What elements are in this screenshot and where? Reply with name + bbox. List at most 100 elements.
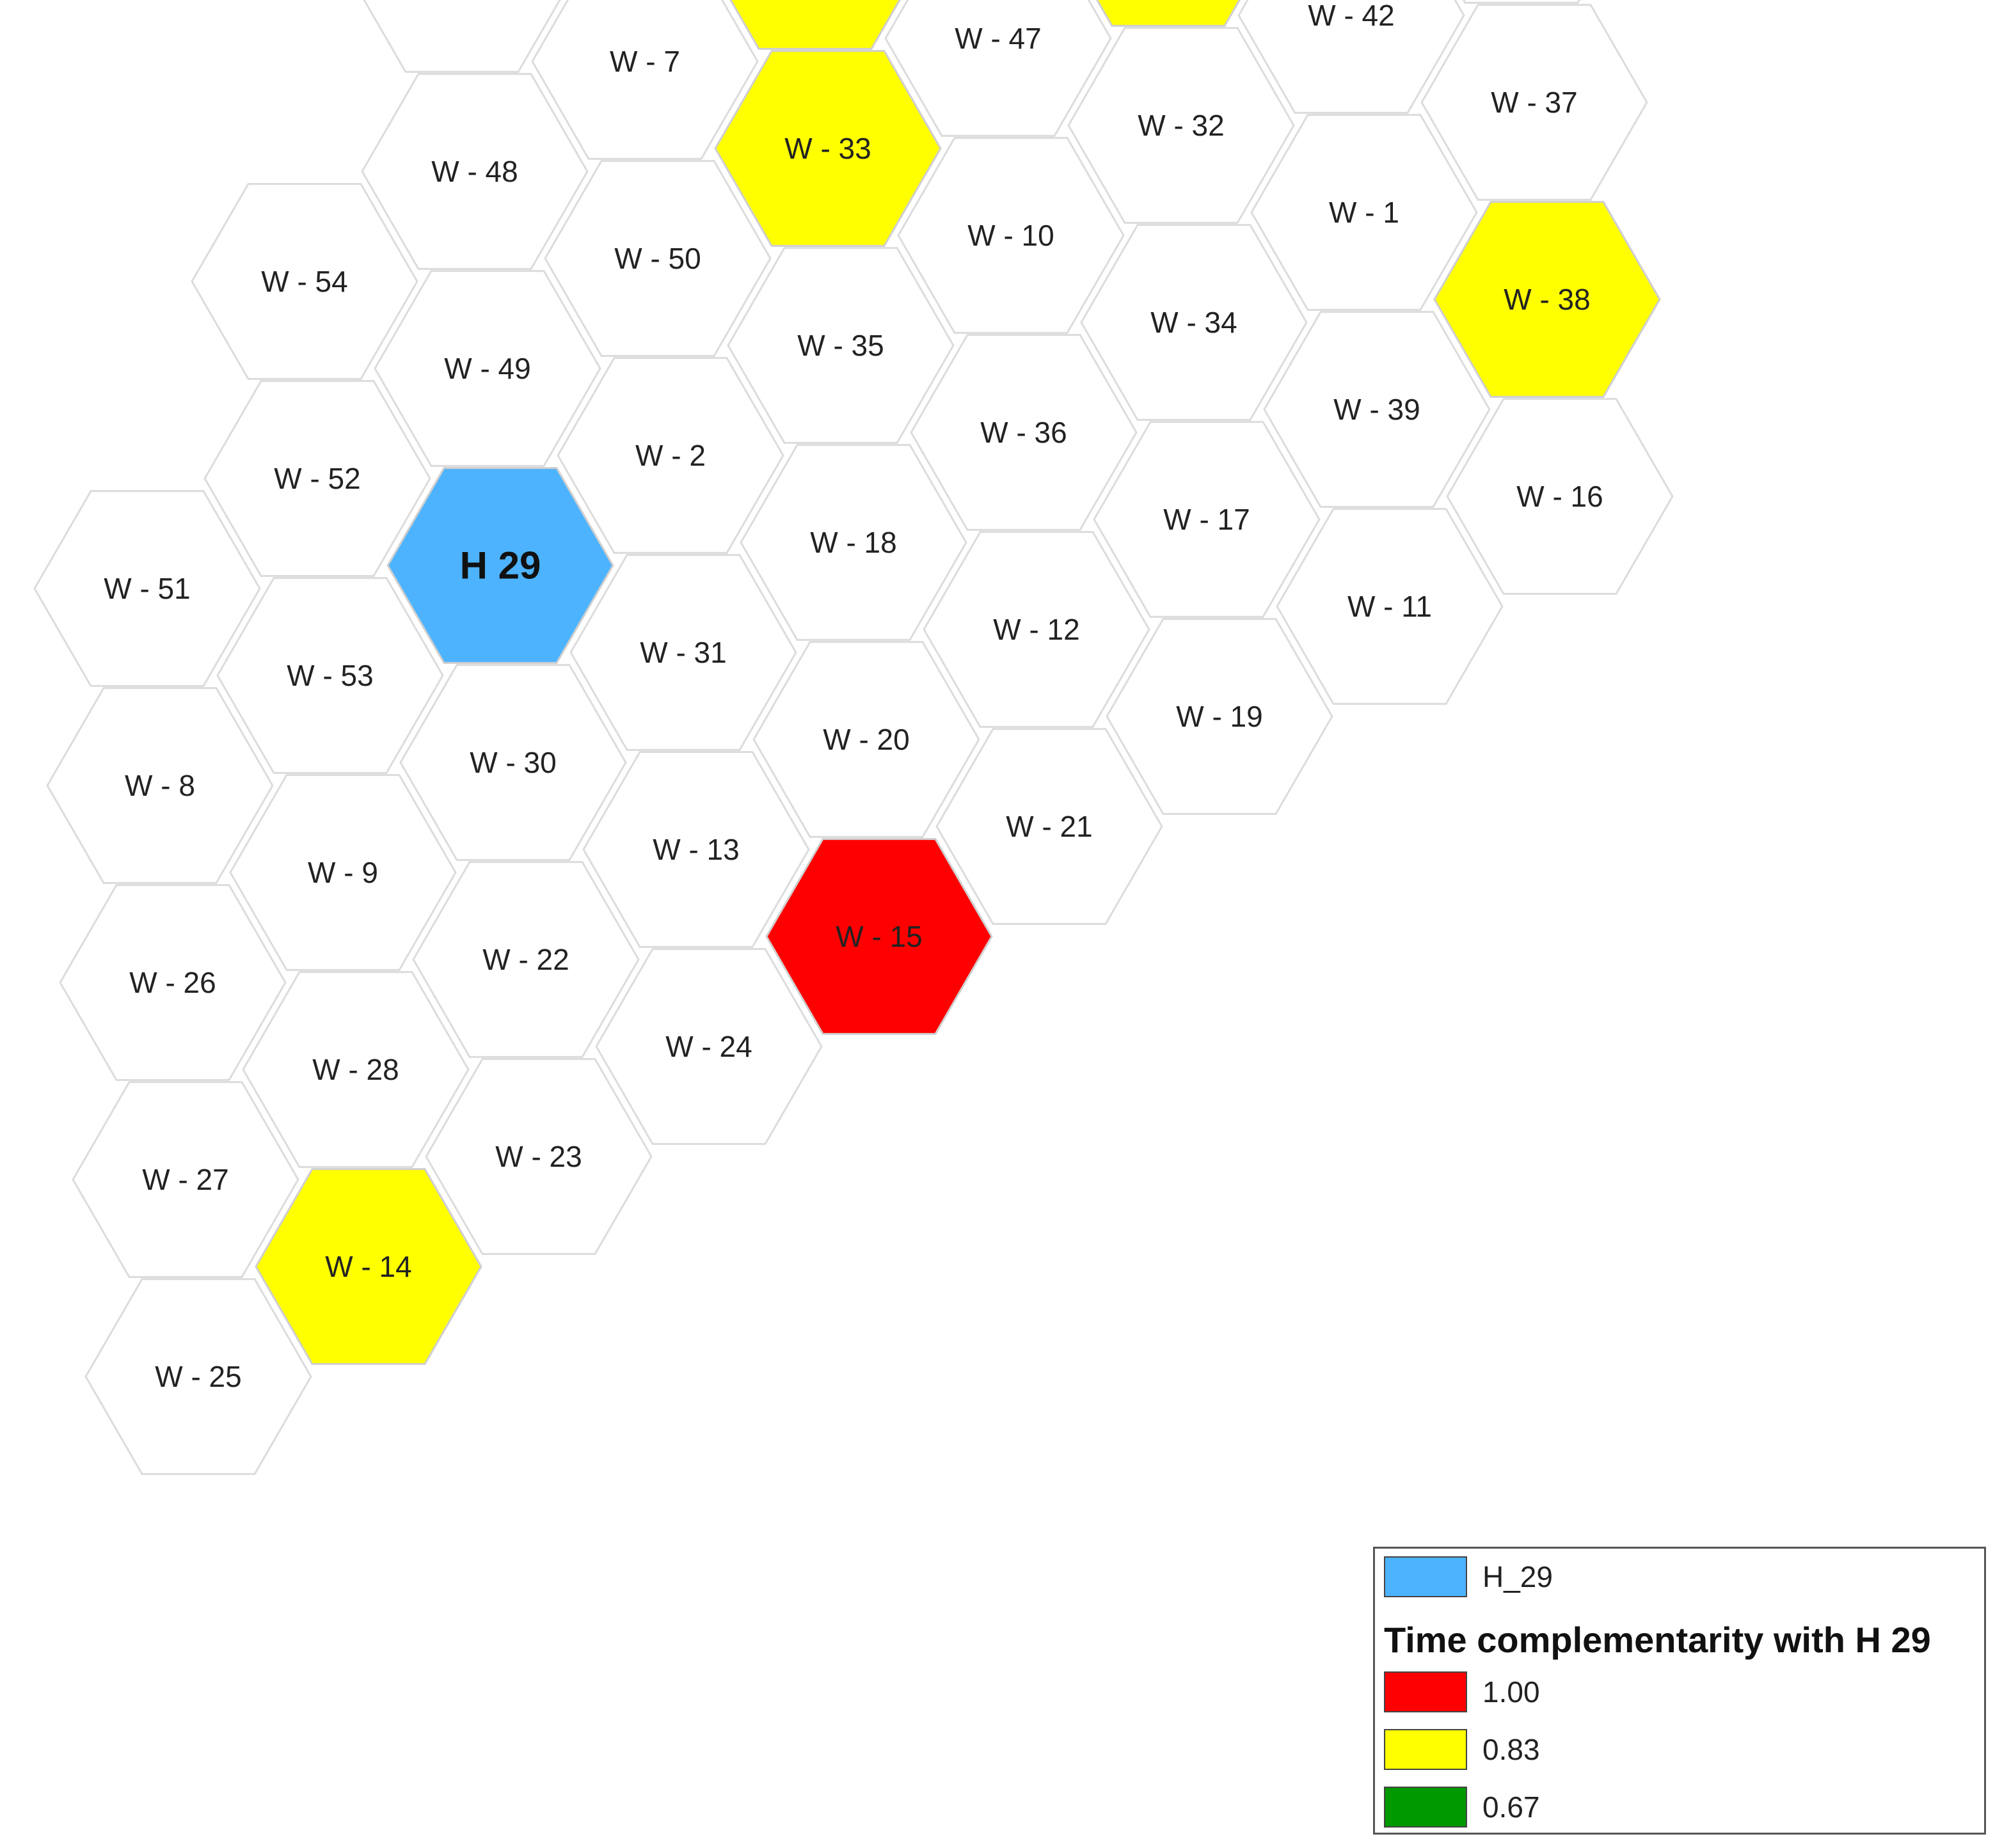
label-w-34: W - 34 — [1150, 306, 1237, 339]
cell-w-13: W - 13 — [582, 751, 810, 948]
cell-w-32: W - 32 — [1067, 27, 1295, 224]
hex-w-55 — [363, 0, 561, 73]
cell-w-23: W - 23 — [425, 1058, 653, 1255]
hex-w-25 — [84, 1278, 312, 1475]
label-w-1: W - 1 — [1329, 196, 1399, 229]
label-w-33: W - 33 — [784, 132, 871, 165]
legend-swatch-3 — [1384, 1787, 1467, 1828]
label-w-52: W - 52 — [274, 462, 360, 495]
cell-w-42: W - 42 — [1237, 0, 1465, 114]
label-w-14: W - 14 — [325, 1250, 411, 1283]
label-w-53: W - 53 — [287, 659, 373, 692]
cell-w-53: W - 53 — [216, 577, 444, 774]
cell-w-7: W - 7 — [531, 0, 759, 160]
cell-w-11: W - 11 — [1276, 508, 1504, 705]
label-w-18: W - 18 — [810, 526, 896, 559]
cell-w-39: W - 39 — [1263, 311, 1491, 508]
label-w-22: W - 22 — [482, 943, 569, 976]
legend-row-2: 0.83 — [1384, 1729, 1540, 1770]
hex-w-49 — [374, 270, 601, 467]
hex-w-23 — [425, 1058, 653, 1255]
legend-hub-label: H_29 — [1482, 1560, 1553, 1593]
hex-w-11 — [1276, 508, 1504, 705]
legend-swatch-hub — [1384, 1556, 1467, 1597]
label-w-15: W - 15 — [836, 920, 922, 953]
label-w-17: W - 17 — [1163, 503, 1250, 536]
hex-w-31 — [569, 554, 797, 751]
cell-w-16: W - 16 — [1446, 398, 1674, 595]
hex-w-47 — [884, 0, 1112, 137]
cell-w-24: W - 24 — [595, 948, 823, 1145]
hex-w-30 — [399, 664, 627, 861]
legend-swatch-2 — [1384, 1729, 1467, 1770]
cell-w-54: W - 54 — [191, 183, 418, 380]
label-w-7: W - 7 — [610, 45, 680, 78]
hex-w-45 — [1095, 0, 1241, 27]
cell-w-10: W - 10 — [897, 137, 1125, 334]
cell-w-34: W - 34 — [1080, 224, 1308, 421]
hex-w-17 — [1093, 421, 1321, 618]
cell-w-18: W - 18 — [740, 444, 967, 641]
map-legend: H_29 Time complementarity with H 29 1.00… — [1373, 1547, 1986, 1835]
label-w-26: W - 26 — [129, 966, 216, 999]
cell-w-37: W - 37 — [1420, 4, 1648, 201]
hex-w-39 — [1263, 311, 1491, 508]
hex-w-21 — [935, 728, 1163, 925]
hex-w-9 — [229, 774, 457, 971]
label-w-21: W - 21 — [1006, 810, 1092, 843]
hex-w-10 — [897, 137, 1125, 334]
cell-w-52: W - 52 — [203, 380, 431, 577]
label-w-27: W - 27 — [142, 1163, 228, 1196]
label-w-49: W - 49 — [444, 352, 530, 385]
hex-w-34 — [1080, 224, 1308, 421]
cell-w-45: W - 45 — [1095, 0, 1241, 27]
label-w-9: W - 9 — [308, 856, 378, 889]
cell-h-29: H 29 — [386, 467, 614, 664]
hex-w-42 — [1237, 0, 1465, 114]
label-w-12: W - 12 — [993, 613, 1079, 646]
cell-w-17: W - 17 — [1093, 421, 1321, 618]
cell-w-1: W - 1 — [1250, 114, 1478, 311]
hex-w-41 — [1462, 0, 1581, 4]
hex-w-52 — [203, 380, 431, 577]
label-w-42: W - 42 — [1308, 0, 1394, 32]
hex-w-7 — [531, 0, 759, 160]
label-w-36: W - 36 — [980, 416, 1067, 449]
cell-w-19: W - 19 — [1106, 618, 1333, 815]
hex-w-20 — [752, 641, 980, 838]
hex-w-35 — [727, 247, 955, 444]
label-w-13: W - 13 — [653, 833, 739, 866]
cell-w-27: W - 27 — [72, 1081, 299, 1278]
label-w-20: W - 20 — [823, 723, 909, 756]
label-w-39: W - 39 — [1333, 393, 1420, 426]
cell-w-48: W - 48 — [361, 73, 589, 270]
cell-w-38: W - 38 — [1433, 201, 1661, 398]
label-w-50: W - 50 — [614, 242, 701, 275]
cell-w-26: W - 26 — [59, 884, 287, 1081]
hex-w-1 — [1250, 114, 1478, 311]
label-w-16: W - 16 — [1516, 480, 1603, 513]
cell-w-14: W - 14 — [255, 1168, 482, 1365]
legend-row-3: 0.67 — [1384, 1787, 1540, 1828]
cell-w-20: W - 20 — [752, 641, 980, 838]
label-w-11: W - 11 — [1347, 590, 1432, 623]
label-w-47: W - 47 — [955, 22, 1041, 55]
hex-w-18 — [740, 444, 967, 641]
label-w-25: W - 25 — [155, 1360, 241, 1393]
hex-w-12 — [923, 531, 1150, 728]
label-w-54: W - 54 — [261, 265, 347, 298]
label-w-37: W - 37 — [1491, 86, 1577, 119]
legend-value-2: 0.83 — [1482, 1733, 1540, 1766]
hex-h-29 — [386, 467, 614, 664]
hex-w-28 — [242, 971, 470, 1168]
hex-w-22 — [412, 861, 640, 1058]
legend-row-1: 1.00 — [1384, 1671, 1540, 1712]
label-w-30: W - 30 — [470, 746, 556, 779]
hex-w-37 — [1420, 4, 1648, 201]
hex-w-36 — [910, 334, 1138, 531]
hex-w-24 — [595, 948, 823, 1145]
hex-w-2 — [557, 357, 784, 554]
hex-w-16 — [1446, 398, 1674, 595]
label-w-51: W - 51 — [104, 572, 190, 605]
